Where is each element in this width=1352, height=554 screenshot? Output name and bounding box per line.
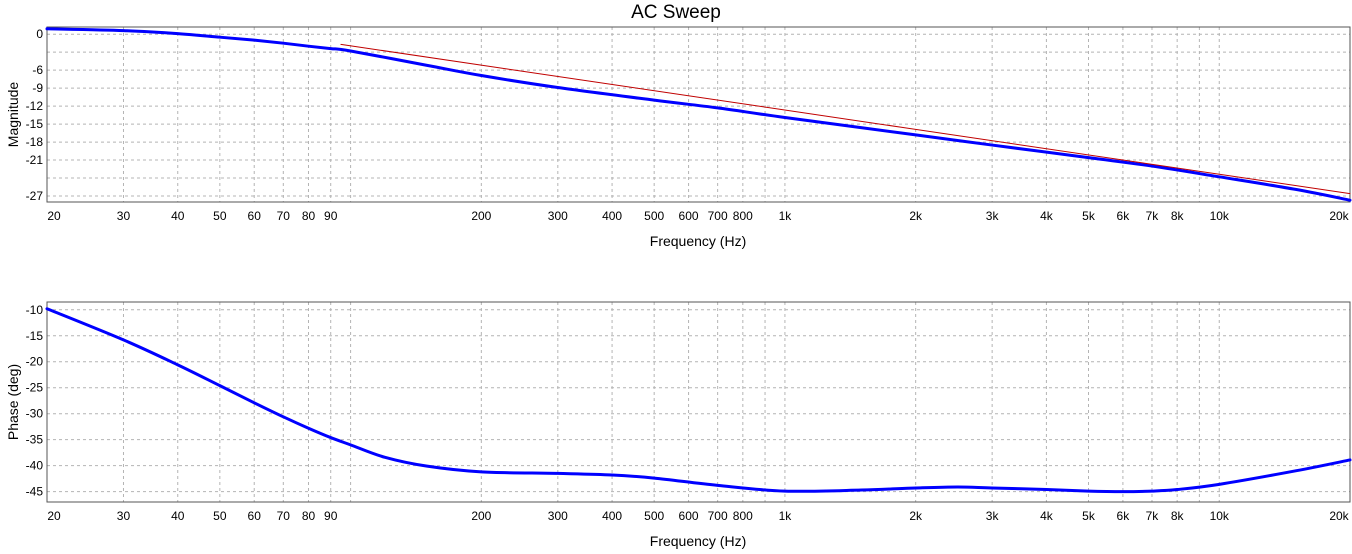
mag-x-axis-label: Frequency (Hz)	[650, 233, 746, 249]
mag-x-tick-label: 500	[644, 209, 664, 223]
mag-x-tick-label: 80	[302, 209, 316, 223]
mag-y-tick-label: -12	[26, 99, 44, 113]
phase-x-tick-label: 40	[171, 509, 185, 523]
mag-x-tick-label: 3k	[986, 209, 1000, 223]
mag-x-tick-label: 20k	[1329, 209, 1349, 223]
phase-y-tick-label: -20	[26, 355, 44, 369]
phase-x-tick-label: 1k	[779, 509, 793, 523]
phase-x-tick-label: 700	[708, 509, 728, 523]
mag-x-tick-label: 5k	[1082, 209, 1096, 223]
mag-y-tick-label: -18	[26, 135, 44, 149]
phase-series-phase-response	[45, 307, 1352, 494]
mag-x-tick-label: 7k	[1146, 209, 1160, 223]
phase-x-tick-label: 400	[602, 509, 622, 523]
phase-x-tick-label: 20	[47, 509, 61, 523]
phase-x-tick-label: 7k	[1146, 509, 1160, 523]
phase-y-axis-label: Phase (deg)	[5, 364, 21, 440]
mag-y-tick-label: -21	[26, 153, 44, 167]
mag-y-tick-label: 0	[36, 27, 43, 41]
mag-x-tick-label: 70	[277, 209, 291, 223]
phase-x-tick-label: 800	[733, 509, 753, 523]
phase-x-tick-label: 20k	[1329, 509, 1349, 523]
mag-x-tick-label: 600	[679, 209, 699, 223]
phase-y-tick-label: -35	[26, 433, 44, 447]
phase-panel: 20 30 40 50 60 70 80 90 200 300 400 500 600 700 800 1k 2…	[5, 301, 1352, 549]
mag-y-tick-label: -6	[32, 63, 43, 77]
phase-x-tick-label: 6k	[1117, 509, 1131, 523]
mag-x-tick-label: 40	[171, 209, 185, 223]
phase-x-tick-label: 8k	[1171, 509, 1185, 523]
phase-x-tick-label: 3k	[986, 509, 1000, 523]
phase-x-tick-label: 30	[117, 509, 131, 523]
mag-x-tick-label: 2k	[909, 209, 923, 223]
mag-x-tick-label: 90	[324, 209, 338, 223]
mag-y-tick-label: -27	[26, 189, 44, 203]
phase-x-tick-label: 500	[644, 509, 664, 523]
mag-x-tick-label: 4k	[1040, 209, 1054, 223]
mag-x-tick-label: 400	[602, 209, 622, 223]
mag-x-tick-label: 800	[733, 209, 753, 223]
mag-x-tick-label: 60	[248, 209, 262, 223]
mag-x-tick-label: 10k	[1210, 209, 1230, 223]
phase-x-tick-label: 4k	[1040, 509, 1054, 523]
phase-x-tick-label: 300	[548, 509, 568, 523]
phase-y-tick-label: -30	[26, 407, 44, 421]
mag-x-tick-label: 200	[471, 209, 491, 223]
phase-y-tick-label: -15	[26, 329, 44, 343]
phase-x-tick-label: 70	[277, 509, 291, 523]
phase-y-tick-label: -40	[26, 459, 44, 473]
chart-title: AC Sweep	[631, 2, 721, 23]
mag-series-reference-slope	[340, 43, 1351, 195]
phase-x-tick-label: 5k	[1082, 509, 1096, 523]
mag-x-tick-label: 50	[213, 209, 227, 223]
phase-y-tick-label: -45	[26, 485, 44, 499]
phase-x-tick-label: 90	[324, 509, 338, 523]
phase-x-tick-label: 80	[302, 509, 316, 523]
mag-x-tick-label: 700	[708, 209, 728, 223]
mag-y-axis-label: Magnitude	[5, 82, 21, 148]
phase-x-tick-label: 10k	[1210, 509, 1230, 523]
mag-x-tick-label: 30	[117, 209, 131, 223]
phase-y-tick-label: -25	[26, 381, 44, 395]
phase-x-tick-label: 600	[679, 509, 699, 523]
magnitude-panel: 20 30 40 50 60 70 80 90 200 300 400 500 600 700 800 1k 2…	[5, 26, 1352, 249]
phase-x-tick-label: 200	[471, 509, 491, 523]
mag-series-magnitude-response	[45, 27, 1352, 202]
mag-y-tick-label: -9	[32, 81, 43, 95]
mag-x-tick-label: 6k	[1117, 209, 1131, 223]
mag-x-tick-label: 1k	[779, 209, 793, 223]
phase-y-tick-label: -10	[26, 303, 44, 317]
phase-x-axis-label: Frequency (Hz)	[650, 533, 746, 549]
phase-x-tick-label: 2k	[909, 509, 923, 523]
mag-y-tick-label: -15	[26, 117, 44, 131]
phase-plot-frame	[46, 301, 1351, 503]
mag-x-tick-label: 20	[47, 209, 61, 223]
mag-plot-frame	[46, 26, 1351, 203]
mag-x-tick-label: 300	[548, 209, 568, 223]
mag-x-tick-label: 8k	[1171, 209, 1185, 223]
phase-x-tick-label: 50	[213, 509, 227, 523]
phase-x-tick-label: 60	[248, 509, 262, 523]
